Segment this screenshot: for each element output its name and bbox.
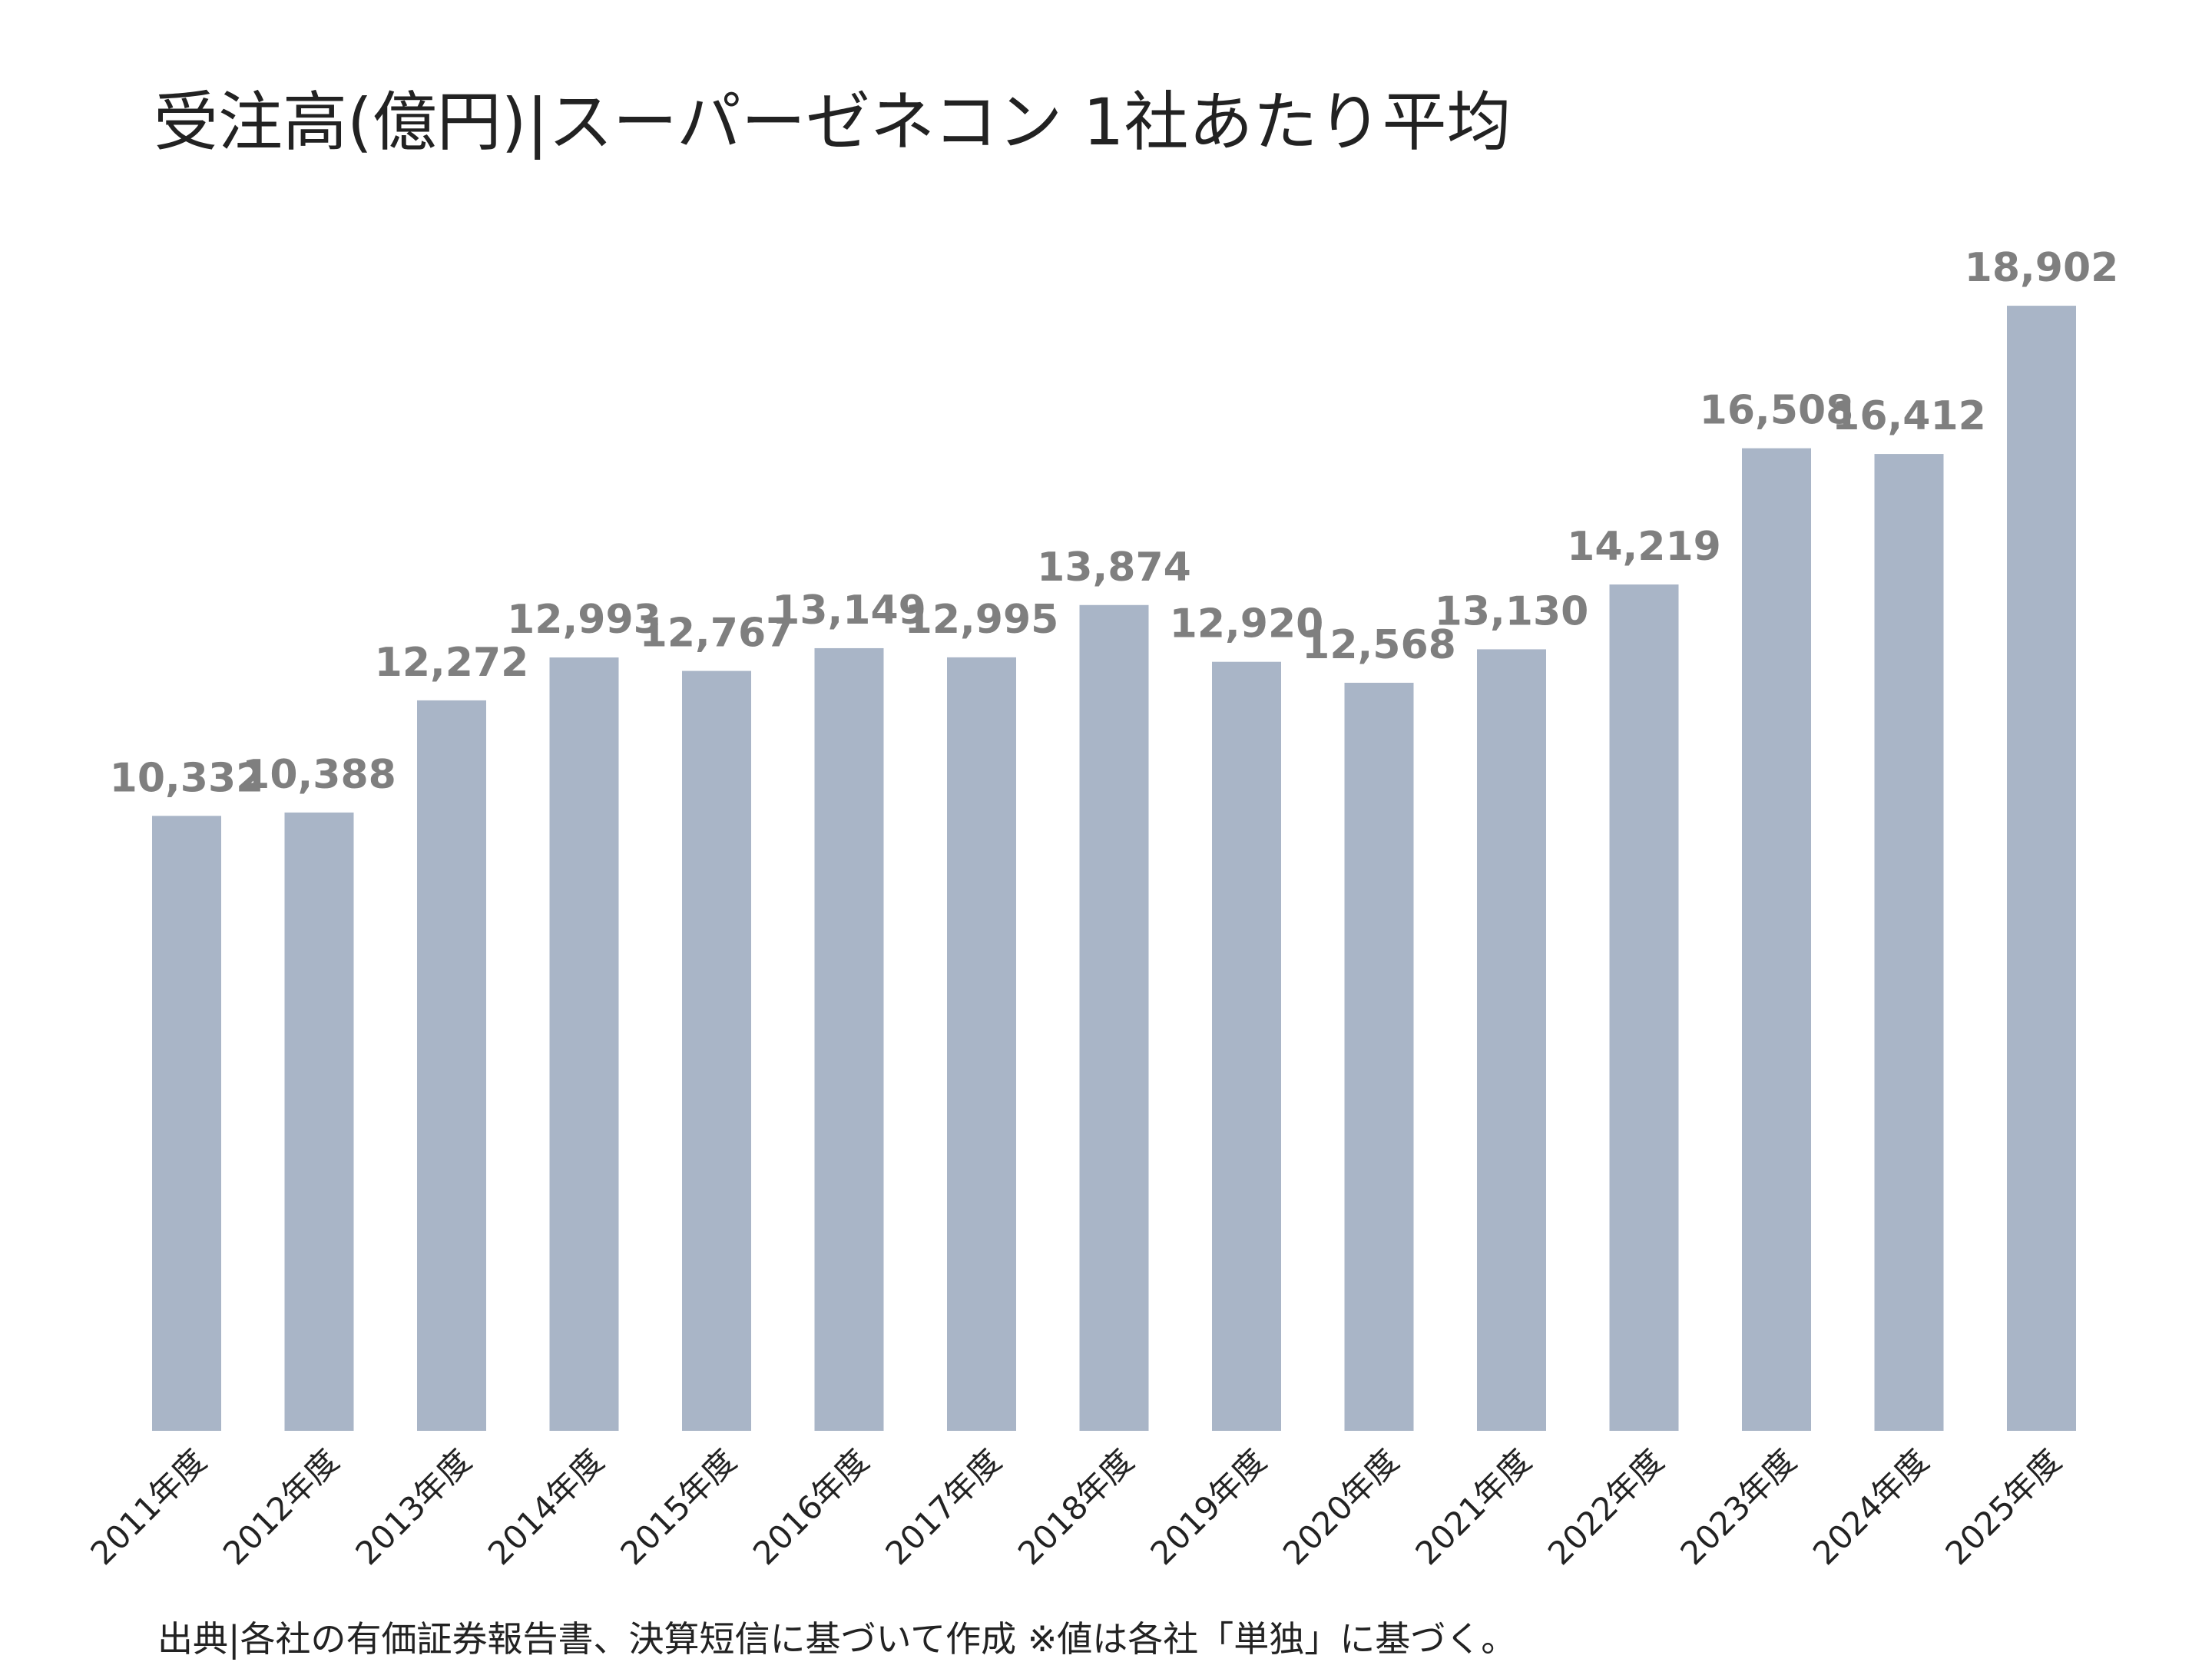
data-label: 12,993 bbox=[507, 597, 661, 643]
bar-2016年度 bbox=[814, 647, 884, 1431]
data-label: 16,412 bbox=[1832, 393, 1986, 439]
x-tick-label: 2012年度 bbox=[216, 1442, 346, 1572]
bar-2011年度 bbox=[152, 816, 221, 1431]
x-tick-label: 2018年度 bbox=[1011, 1442, 1141, 1572]
data-label: 12,920 bbox=[1170, 601, 1324, 647]
bar-2022年度 bbox=[1609, 584, 1679, 1431]
x-tick-label: 2021年度 bbox=[1408, 1442, 1538, 1572]
x-tick-label: 2014年度 bbox=[481, 1442, 611, 1572]
x-tick-label: 2017年度 bbox=[878, 1442, 1008, 1572]
bar-2019年度 bbox=[1212, 661, 1281, 1431]
data-label: 12,568 bbox=[1302, 622, 1456, 668]
data-label: 18,902 bbox=[1965, 245, 2119, 291]
data-label: 14,219 bbox=[1567, 524, 1721, 570]
bar-2018年度 bbox=[1079, 604, 1149, 1431]
bar-2023年度 bbox=[1742, 448, 1811, 1431]
data-label: 16,508 bbox=[1700, 388, 1854, 434]
x-tick-label: 2024年度 bbox=[1806, 1442, 1936, 1572]
bar-2020年度 bbox=[1344, 682, 1414, 1431]
chart-title: 受注高(億円)|スーパーゼネコン 1社あたり平均 bbox=[154, 84, 1512, 160]
data-label: 13,130 bbox=[1435, 588, 1589, 634]
x-tick-label: 2025年度 bbox=[1938, 1442, 2068, 1572]
data-label: 12,767 bbox=[640, 611, 794, 657]
bar-2024年度 bbox=[1874, 454, 1944, 1431]
x-tick-label: 2011年度 bbox=[83, 1442, 214, 1572]
bar-2015年度 bbox=[682, 670, 751, 1431]
x-tick-label: 2016年度 bbox=[746, 1442, 876, 1572]
bar-2013年度 bbox=[417, 700, 486, 1431]
data-label: 12,995 bbox=[905, 597, 1059, 643]
x-tick-label: 2020年度 bbox=[1276, 1442, 1406, 1572]
value-labels-group: 10,33210,38812,27212,99312,76713,14912,9… bbox=[110, 245, 2119, 801]
bar-2017年度 bbox=[947, 657, 1016, 1431]
source-note: 出典|各社の有価証券報告書、決算短信に基づいて作成 ※値は各社「単独」に基づく。 bbox=[157, 1618, 1517, 1660]
x-tick-label: 2019年度 bbox=[1143, 1442, 1273, 1572]
x-axis-tick-labels: 2011年度 2012年度 2013年度 2014年度 2015年度 2016年度 2017… bbox=[83, 1442, 2068, 1572]
data-label: 13,874 bbox=[1037, 545, 1191, 591]
data-label: 10,332 bbox=[110, 755, 264, 801]
x-tick-label: 2015年度 bbox=[613, 1442, 743, 1572]
data-label: 10,388 bbox=[242, 752, 396, 798]
data-label: 12,272 bbox=[375, 640, 529, 686]
x-tick-label: 2022年度 bbox=[1541, 1442, 1671, 1572]
data-label: 13,149 bbox=[772, 588, 926, 634]
bar-2012年度 bbox=[284, 812, 354, 1431]
bar-2025年度 bbox=[2007, 306, 2076, 1432]
x-tick-label: 2013年度 bbox=[348, 1442, 478, 1572]
bar-2021年度 bbox=[1477, 649, 1546, 1431]
x-tick-label: 2023年度 bbox=[1673, 1442, 1803, 1572]
bar-2014年度 bbox=[549, 657, 619, 1431]
bars-group bbox=[152, 306, 2076, 1432]
